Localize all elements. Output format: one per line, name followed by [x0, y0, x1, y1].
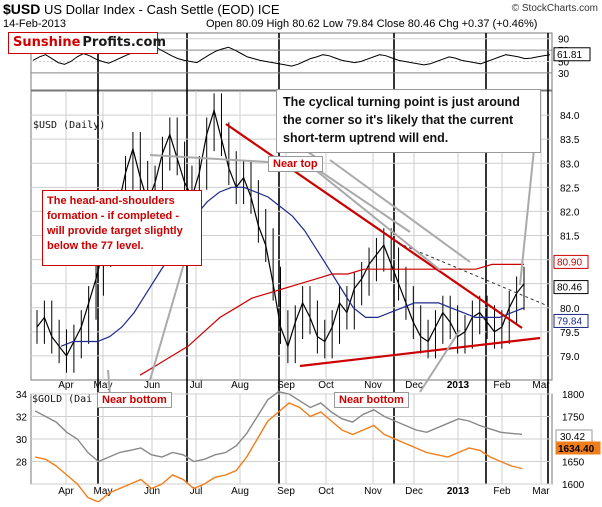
gold-x-tick-label: Nov: [364, 486, 382, 497]
ma50-line: [60, 186, 525, 347]
gold-right-tick-label: 1650: [562, 458, 585, 469]
annotation-pointer: [149, 259, 186, 381]
support-trendline: [299, 336, 541, 368]
rsi-last-value-box: [553, 47, 591, 62]
gold-x-tick-label: Aug: [231, 486, 249, 497]
gold-right-tick-label: 1750: [562, 413, 585, 424]
price-x-tick-label: Jul: [190, 380, 203, 391]
price-x-tick-label: Feb: [493, 380, 511, 391]
price-x-tick-label: Apr: [58, 380, 74, 391]
annotation-pointer: [307, 162, 411, 233]
price-last-value-box: [553, 280, 589, 295]
price-x-tick-label: Aug: [231, 380, 249, 391]
hs-line-2: formation - if completed -: [47, 210, 179, 222]
gold-left-tick-label: 32: [16, 413, 28, 424]
hs-line-4: below the 77 level.: [47, 240, 144, 252]
hs-line-1: The head-and-shoulders: [47, 195, 175, 207]
gold-x-tick-label: Mar: [532, 486, 550, 497]
price-x-tick-label: May: [94, 380, 113, 391]
gold-right-tick-label: 1800: [562, 390, 585, 401]
rsi-line: [32, 44, 551, 67]
cyclical-line-1: The cyclical turning point is just aroun…: [283, 95, 520, 109]
exchange: ICE: [257, 2, 280, 17]
price-x-tick-label: 2013: [447, 380, 470, 391]
gold-x-tick-label: Sep: [277, 486, 295, 497]
sunshineprofits-logo: Sunshine Profits.com: [8, 32, 166, 54]
price-tick-label: 83.5: [560, 135, 580, 146]
gold-x-tick-label: Jul: [190, 486, 203, 497]
hs-line-3: will provide target slightly: [47, 225, 183, 237]
annotation-pointer: [329, 159, 471, 263]
gold-x-tick-label: 2013: [447, 486, 470, 497]
gold-x-tick-label: Apr: [58, 486, 74, 497]
annotation-pointer: [419, 329, 461, 393]
near-top-label: Near top: [268, 156, 323, 172]
price-tick-label: 82.0: [560, 207, 580, 218]
gold-line: [34, 402, 523, 503]
price-tick-label: 83.0: [560, 159, 580, 170]
cyclical-line-2: the corner so it's likely that the curre…: [283, 113, 514, 127]
annotation-pointer: [149, 154, 269, 163]
cyclical-line-3: short-term uptrend will end.: [283, 131, 449, 145]
logo-part-2: Profits.com: [82, 35, 166, 50]
symbol: $USD: [3, 1, 41, 17]
price-last-value-box: [553, 254, 589, 269]
price-tick-label: 82.5: [560, 183, 580, 194]
price-x-tick-label: Mar: [532, 380, 550, 391]
quote-summary: Open 80.09 High 80.62 Low 79.84 Close 80…: [206, 18, 538, 30]
price-x-tick-label: Dec: [405, 380, 423, 391]
price-tick-label: 84.0: [560, 111, 580, 122]
price-panel-label: $USD (Daily): [33, 120, 106, 131]
gold-last-value-box: [555, 441, 601, 455]
near-bottom-label-2: Near bottom: [334, 392, 409, 408]
price-x-tick-label: Oct: [318, 380, 334, 391]
instrument-name: US Dollar Index - Cash Settle (EOD): [43, 2, 255, 17]
rsi-tick-label: 30: [558, 69, 570, 80]
gold-left-tick-label: 34: [16, 390, 28, 401]
annotation-pointer: [302, 159, 441, 271]
chart-title: $USD US Dollar Index - Cash Settle (EOD)…: [3, 1, 280, 17]
price-last-value: 80.90: [557, 257, 582, 268]
price-tick-label: 80.0: [560, 304, 580, 315]
price-x-tick-label: Jun: [144, 380, 160, 391]
stockcharts-credit: © StockCharts.com: [511, 3, 598, 14]
rsi-tick-label: 90: [558, 35, 570, 46]
gold-right-tick-label: 1600: [562, 480, 585, 491]
gold-left-tick-label: 30: [16, 435, 28, 446]
price-tick-label: 81.5: [560, 232, 580, 243]
price-x-tick-label: Sep: [277, 380, 295, 391]
silver-last-value: 30.42: [560, 432, 585, 443]
price-tick-label: 79.0: [560, 352, 580, 363]
price-last-value: 79.84: [557, 316, 582, 327]
gold-x-tick-label: May: [94, 486, 113, 497]
price-tick-label: 79.5: [560, 328, 580, 339]
annotation-pointer: [519, 129, 537, 286]
gold-x-tick-label: Jun: [144, 486, 160, 497]
gold-x-tick-label: Oct: [318, 486, 334, 497]
price-last-value-box: [553, 313, 589, 328]
annotation-pointer: [107, 369, 111, 396]
price-x-tick-label: Nov: [364, 380, 382, 391]
silver-line: [34, 391, 523, 463]
near-bottom-label-1: Near bottom: [97, 392, 172, 408]
chart-date: 14-Feb-2013: [3, 18, 66, 30]
gold-panel-label: $GOLD (Dai: [32, 394, 93, 405]
logo-part-1: Sunshine: [13, 35, 81, 50]
rsi-last-value: 61.81: [557, 50, 582, 61]
gold-x-tick-label: Dec: [405, 486, 423, 497]
head-and-shoulders-callout: The head-and-shoulders formation - if co…: [42, 190, 202, 266]
cyclical-callout: The cyclical turning point is just aroun…: [276, 89, 541, 153]
rsi-tick-label: 50: [558, 58, 570, 69]
gold-x-tick-label: Feb: [493, 486, 511, 497]
gold-last-value: 1634.40: [558, 444, 595, 455]
gold-left-tick-label: 28: [16, 458, 28, 469]
price-last-value: 80.46: [557, 283, 582, 294]
